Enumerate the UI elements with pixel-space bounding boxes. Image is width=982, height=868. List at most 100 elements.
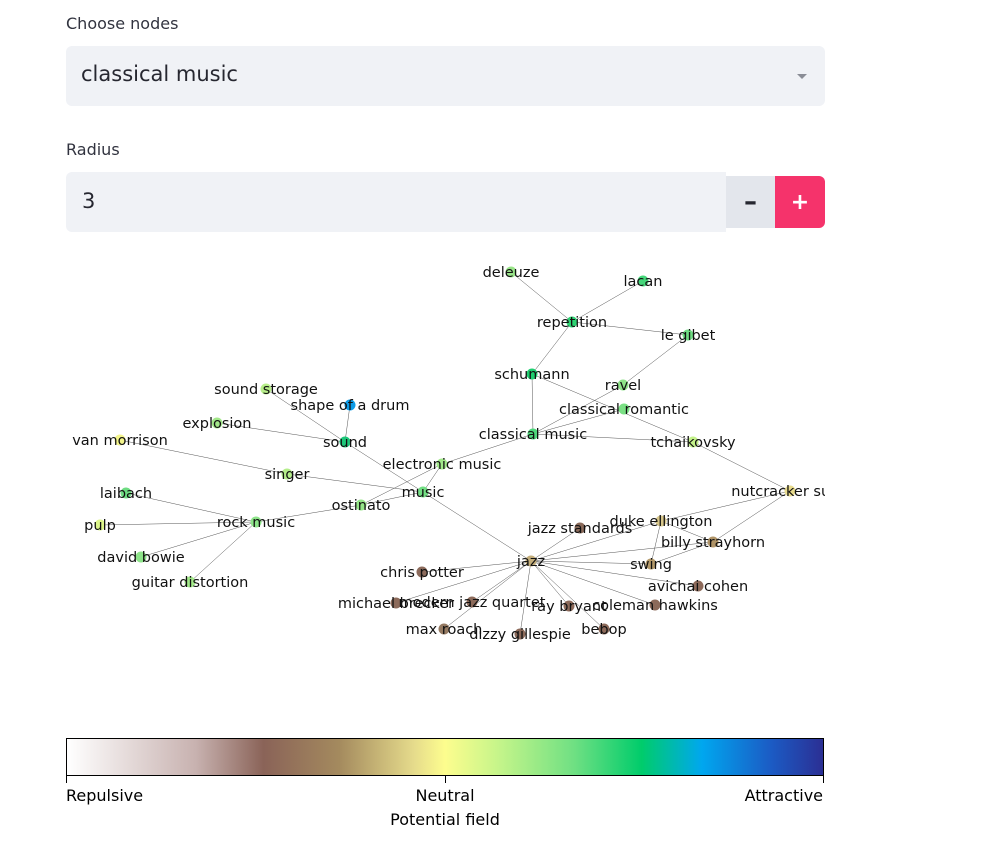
graph-node-label: tchaikovsky xyxy=(650,435,736,451)
graph-node-van-morrison[interactable] xyxy=(114,434,126,446)
graph-node-schumann[interactable] xyxy=(526,368,538,380)
graph-node-classical-music[interactable] xyxy=(527,428,539,440)
graph-edge xyxy=(530,527,581,562)
graph-edge xyxy=(99,521,257,526)
graph-edge xyxy=(443,560,532,630)
graph-node-label: david bowie xyxy=(97,550,184,566)
graph-node-sound[interactable] xyxy=(339,436,351,448)
graph-node-explosion[interactable] xyxy=(211,417,223,429)
graph-node-chris-potter[interactable] xyxy=(416,566,428,578)
colorbar-tick-mid xyxy=(445,776,446,783)
graph-edge xyxy=(571,321,689,336)
radius-label: Radius xyxy=(66,140,120,159)
graph-node-sound-storage[interactable] xyxy=(260,383,272,395)
graph-node-music[interactable] xyxy=(417,486,429,498)
graph-node-coleman-hawkins[interactable] xyxy=(649,599,661,611)
graph-edge xyxy=(395,560,532,604)
graph-edge xyxy=(660,490,791,522)
nodes-select-label: Choose nodes xyxy=(66,14,179,33)
graph-edge xyxy=(140,521,257,558)
graph-edge xyxy=(532,433,694,443)
graph-node-repetition[interactable] xyxy=(566,316,578,328)
graph-node-label: deleuze xyxy=(483,265,540,281)
graph-node-label: coleman hawkins xyxy=(592,598,718,614)
colorbar-label-repulsive: Repulsive xyxy=(66,786,144,805)
graph-edge xyxy=(216,422,346,443)
graph-edge xyxy=(650,520,662,565)
graph-edge xyxy=(360,463,443,506)
graph-node-tchaikovsky[interactable] xyxy=(687,436,699,448)
graph-edge xyxy=(532,384,624,435)
graph-edge xyxy=(531,373,534,435)
graph-node-ray-bryant[interactable] xyxy=(563,600,575,612)
graph-node-nutcracker-suite[interactable] xyxy=(784,485,796,497)
graph-node-billy-strayhorn[interactable] xyxy=(707,536,719,548)
graph-node-label: swing xyxy=(630,557,672,573)
graph-node-label: guitar distortion xyxy=(132,575,249,591)
graph-node-shape-of-a-drum[interactable] xyxy=(344,399,356,411)
graph-node-label: modern jazz quartet xyxy=(399,595,546,611)
graph-node-dizzy-gillespie[interactable] xyxy=(514,628,526,640)
graph-edge xyxy=(530,560,605,630)
graph-node-electronic-music[interactable] xyxy=(436,458,448,470)
graph-node-label: laibach xyxy=(100,486,152,502)
colorbar-label-neutral: Neutral xyxy=(415,786,475,805)
graph-edge xyxy=(692,441,791,492)
graph-node-rock-music[interactable] xyxy=(250,516,262,528)
graph-node-jazz[interactable] xyxy=(525,555,537,567)
graph-node-label: shape of a drum xyxy=(291,398,410,414)
graph-node-deleuze[interactable] xyxy=(505,266,517,278)
radius-input-value: 3 xyxy=(82,189,96,213)
graph-node-modern-jazz-quartet[interactable] xyxy=(466,596,478,608)
graph-node-duke-ellington[interactable] xyxy=(655,515,667,527)
graph-edge xyxy=(344,404,351,443)
colorbar-tick-left xyxy=(66,776,67,783)
graph-node-pulp[interactable] xyxy=(94,519,106,531)
graph-node-david-bowie[interactable] xyxy=(135,551,147,563)
graph-edge xyxy=(360,491,424,506)
colorbar-label-attractive: Attractive xyxy=(744,786,823,805)
graph-edge xyxy=(265,388,346,443)
graph-node-label: sound xyxy=(323,435,367,451)
chevron-down-icon[interactable] xyxy=(797,74,807,79)
graph-node-singer[interactable] xyxy=(281,468,293,480)
graph-edge xyxy=(530,560,570,607)
graph-node-lacan[interactable] xyxy=(637,275,649,287)
graph-node-max-roach[interactable] xyxy=(438,623,450,635)
graph-node-swing[interactable] xyxy=(645,558,657,570)
graph-node-classical-romantic[interactable] xyxy=(618,403,630,415)
graph-node-label: jazz xyxy=(516,554,545,570)
graph-node-label: ostinato xyxy=(332,498,391,514)
graph-node-ostinato[interactable] xyxy=(355,499,367,511)
graph-node-laibach[interactable] xyxy=(120,487,132,499)
colorbar-tick-right xyxy=(823,776,824,783)
graph-edge xyxy=(531,321,573,375)
graph-node-label: dizzy gillespie xyxy=(469,627,571,643)
graph-edge xyxy=(530,560,652,565)
graph-node-label: ray bryant xyxy=(531,599,607,615)
graph-edge xyxy=(530,560,699,587)
graph-node-ravel[interactable] xyxy=(617,379,629,391)
graph-edge xyxy=(531,373,694,443)
graph-node-label: electronic music xyxy=(383,457,502,473)
graph-edge xyxy=(712,490,791,543)
radius-decrement-button[interactable]: – xyxy=(726,176,775,228)
graph-node-jazz-standards[interactable] xyxy=(574,522,586,534)
graph-edge xyxy=(344,441,424,493)
graph-edge xyxy=(532,408,625,435)
graph-node-avichai-cohen[interactable] xyxy=(692,580,704,592)
graph-node-label: rock music xyxy=(217,515,295,531)
graph-node-label: singer xyxy=(265,467,310,483)
nodes-select-value: classical music xyxy=(81,62,238,86)
radius-increment-button[interactable]: + xyxy=(775,176,825,228)
graph-node-label: repetition xyxy=(537,315,607,331)
nodes-select[interactable]: classical music xyxy=(66,46,825,106)
graph-edge xyxy=(422,463,443,493)
radius-input[interactable]: 3 xyxy=(66,172,726,232)
graph-node-le-gibet[interactable] xyxy=(682,329,694,341)
graph-node-michael-brecker[interactable] xyxy=(390,597,402,609)
graph-node-guitar-distortion[interactable] xyxy=(184,576,196,588)
knowledge-graph: deleuze lacan repetition le gibet schumann ra… xyxy=(72,265,849,643)
graph-node-bebop[interactable] xyxy=(598,623,610,635)
graph-node-label: nutcracker suite xyxy=(731,484,849,500)
